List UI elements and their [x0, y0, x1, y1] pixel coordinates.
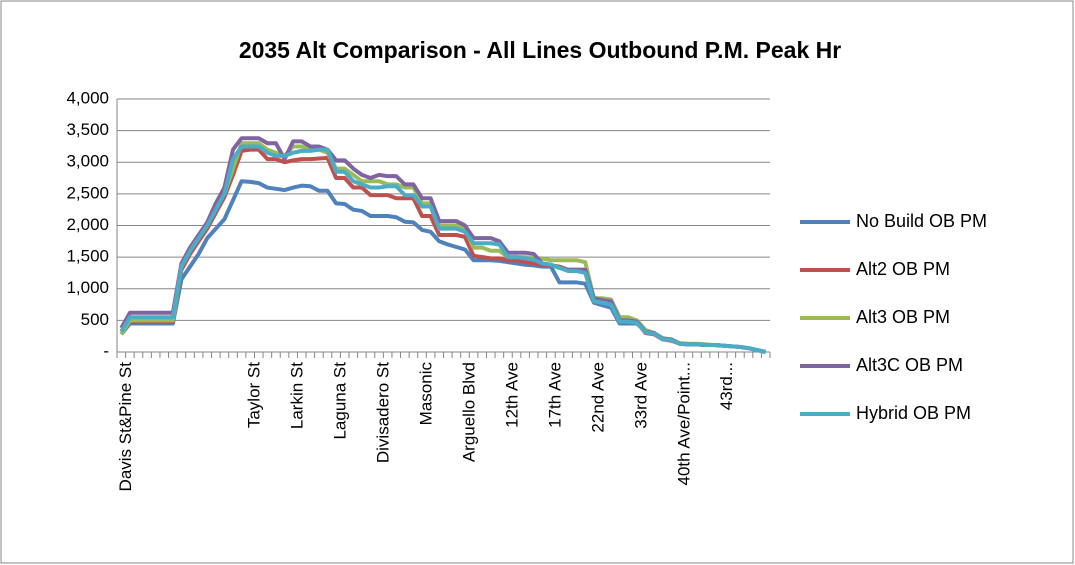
- legend-label: Alt3C OB PM: [856, 355, 963, 375]
- y-tick-label: 1,000: [66, 278, 109, 297]
- y-tick-label: -: [103, 341, 109, 360]
- x-tick-label: 40th Ave/Point...: [674, 362, 693, 486]
- y-tick-label: 3,500: [66, 120, 109, 139]
- y-tick-label: 3,000: [66, 152, 109, 171]
- legend-label: Hybrid OB PM: [856, 403, 971, 423]
- x-tick-label: 17th Ave: [545, 362, 564, 428]
- x-tick-label: Davis St&Pine St: [116, 362, 135, 492]
- y-tick-label: 500: [81, 310, 109, 329]
- y-tick-label: 1,500: [66, 247, 109, 266]
- x-tick-label: Arguello Blvd: [459, 362, 478, 462]
- x-tick-label: Laguna St: [331, 362, 350, 440]
- x-tick-label: 33rd Ave: [631, 362, 650, 429]
- legend-label: Alt2 OB PM: [856, 259, 950, 279]
- chart-title: 2035 Alt Comparison - All Lines Outbound…: [239, 37, 841, 63]
- y-tick-label: 2,000: [66, 215, 109, 234]
- x-tick-label: Masonic: [417, 362, 436, 426]
- series-line: [119, 144, 767, 354]
- x-tick-label: Divisadero St: [374, 362, 393, 463]
- x-tick-label: Larkin St: [288, 362, 307, 429]
- x-tick-label: 22nd Ave: [588, 362, 607, 433]
- legend-label: No Build OB PM: [856, 211, 987, 231]
- x-tick-label: Taylor St: [245, 362, 264, 428]
- y-tick-label: 4,000: [66, 88, 109, 107]
- y-tick-label: 2,500: [66, 183, 109, 202]
- legend-label: Alt3 OB PM: [856, 307, 950, 327]
- x-tick-label: 12th Ave: [502, 362, 521, 428]
- x-tick-label: 43rd...: [717, 362, 736, 410]
